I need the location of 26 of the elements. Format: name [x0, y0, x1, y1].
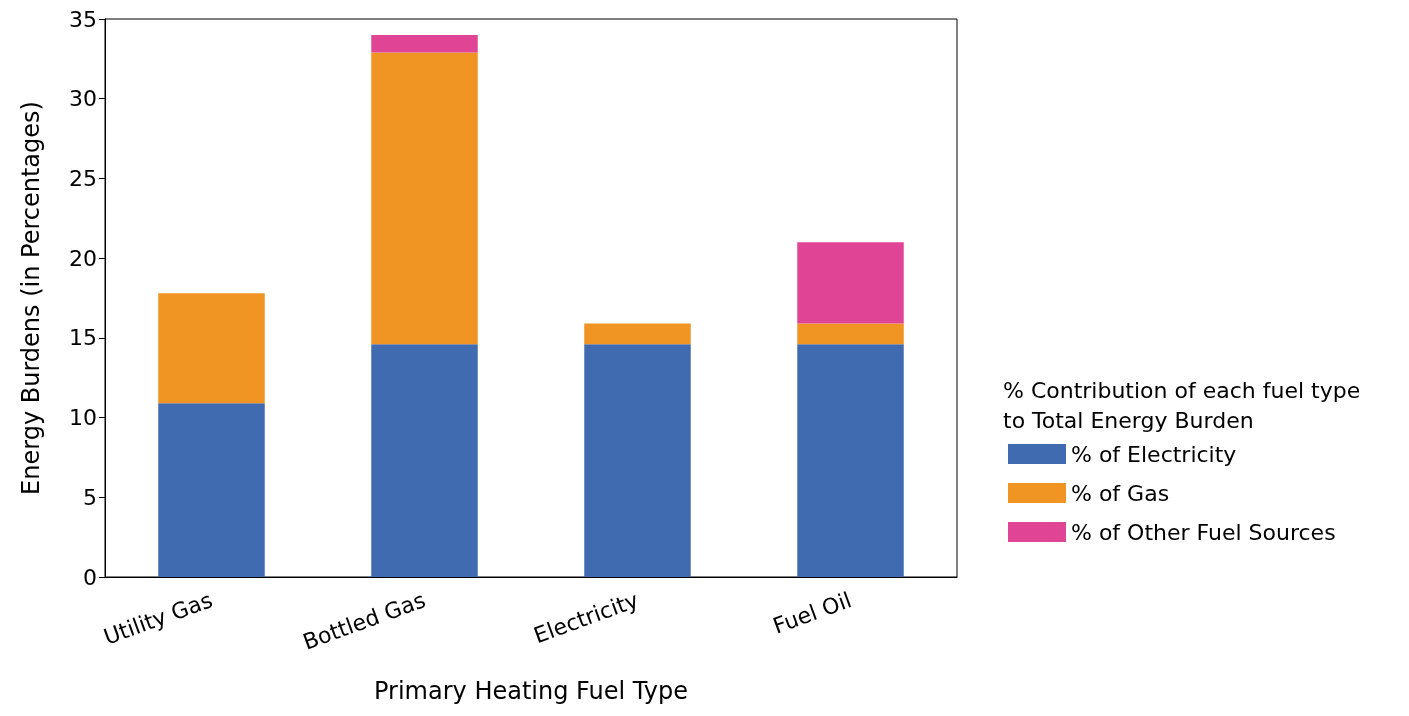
x-tick-label: Utility Gas: [100, 587, 216, 650]
bar: [371, 34, 478, 53]
bar: [797, 242, 904, 324]
y-tick-label: 15: [69, 325, 97, 351]
bar: [158, 293, 265, 404]
bar: [584, 323, 691, 345]
x-tick-label: Fuel Oil: [769, 587, 855, 639]
y-tick-label: 5: [83, 484, 97, 510]
bar: [797, 323, 904, 345]
bar: [371, 344, 478, 577]
y-axis-title: Energy Burdens (in Percentages): [17, 101, 45, 495]
bar: [584, 344, 691, 577]
legend-label: % of Electricity: [1071, 441, 1237, 467]
y-tick-label: 0: [83, 564, 97, 590]
y-tick-label: 10: [69, 405, 97, 431]
legend-title: % Contribution of each fuel type to Total Energy Burden: [1003, 377, 1361, 433]
bar: [371, 52, 478, 345]
legend-label: % of Gas: [1071, 480, 1170, 506]
bar: [158, 403, 265, 577]
legend-label: % of Other Fuel Sources: [1071, 519, 1336, 545]
y-tick-label: 30: [69, 86, 97, 112]
x-axis-title: Primary Heating Fuel Type: [374, 677, 688, 705]
y-tick-label: 20: [69, 245, 97, 271]
y-tick-label: 35: [69, 6, 97, 32]
y-tick-label: 25: [69, 165, 97, 191]
bar: [797, 344, 904, 577]
